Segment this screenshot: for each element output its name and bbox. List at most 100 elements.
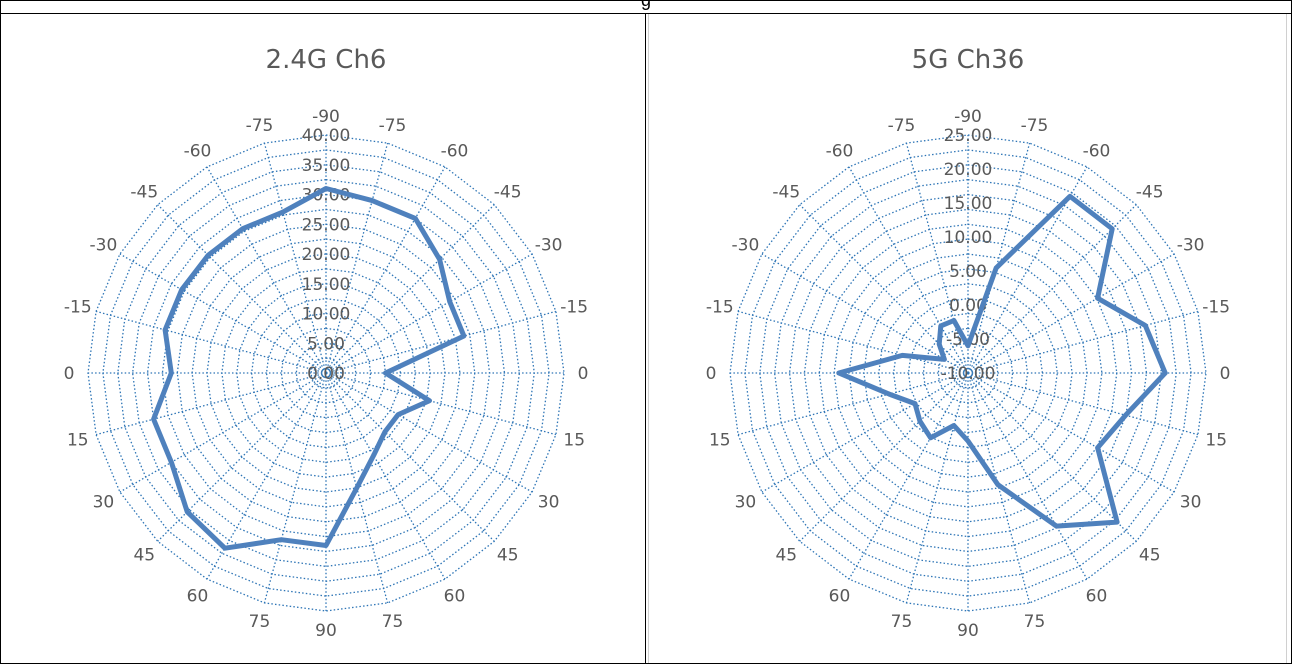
grid-spoke — [325, 204, 495, 374]
angle-tick-label: -90 — [312, 107, 340, 127]
angle-tick-label: 0 — [64, 364, 75, 384]
angle-tick-label: 75 — [382, 612, 404, 632]
angle-tick-label: -75 — [1021, 116, 1049, 136]
angle-tick-label: 45 — [133, 546, 155, 566]
angle-tick-label: 60 — [187, 587, 209, 607]
radial-tick-label: 20.00 — [302, 245, 351, 265]
radial-tick-label: 35.00 — [302, 156, 351, 176]
angle-tick-label: -15 — [64, 298, 92, 318]
chart-cell-right: 5G Ch36 -10.00 -5.00 0.00 5.00 10.00 15.00 20.0… — [646, 14, 1291, 663]
grid-spoke — [967, 166, 1088, 374]
angle-tick-label: 75 — [1024, 612, 1046, 632]
grid-spoke — [799, 372, 969, 542]
angle-tick-label: -15 — [706, 298, 734, 318]
chart-cell-left: 2.4G Ch6 0.00 5.00 10.00 15.00 20.00 25.00 30.0… — [1, 14, 646, 663]
angle-tick-label: 0 — [706, 364, 717, 384]
radial-tick-label: 0.00 — [307, 364, 345, 384]
radial-tick-label: 10.00 — [302, 305, 351, 325]
angle-tick-label: -75 — [246, 116, 274, 136]
grid-spoke — [761, 253, 969, 374]
angle-tick-label: -75 — [379, 116, 407, 136]
grid-spoke — [95, 372, 327, 436]
grid-spoke — [967, 310, 1199, 374]
angle-tick-label: 90 — [957, 621, 979, 641]
radial-tick-label: 15.00 — [302, 275, 351, 295]
angle-tick-label: 15 — [563, 431, 585, 451]
angle-tick-label: -15 — [1202, 298, 1230, 318]
radial-tick-label: 5.00 — [307, 334, 345, 354]
grid-spoke — [325, 253, 533, 374]
grid-spoke — [325, 166, 446, 374]
angle-tick-label: -15 — [560, 298, 588, 318]
table-header-label: g — [1, 1, 1291, 11]
grid-spoke — [905, 372, 969, 604]
radial-tick-label: 15.00 — [944, 194, 993, 214]
angle-tick-label: -30 — [535, 236, 563, 256]
angle-tick-label: -45 — [494, 182, 522, 202]
radial-tick-label: 25.00 — [944, 126, 993, 146]
angle-tick-label: -60 — [441, 141, 469, 161]
grid-spoke — [157, 204, 327, 374]
chart-title: 2.4G Ch6 — [266, 45, 387, 75]
angle-tick-label: 30 — [735, 493, 757, 513]
radial-tick-label: 5.00 — [949, 262, 987, 282]
radial-tick-label: -10.00 — [941, 364, 996, 384]
grid-spoke — [967, 142, 1031, 374]
grid-spoke — [967, 372, 1175, 493]
grid-spoke — [206, 372, 327, 580]
angle-tick-label: 30 — [538, 493, 560, 513]
grid-spoke — [325, 372, 533, 493]
radial-tick-label: 10.00 — [944, 228, 993, 248]
grid-spoke — [848, 372, 969, 580]
angle-tick-label: -30 — [90, 236, 118, 256]
angle-tick-label: 60 — [444, 587, 466, 607]
polar-grid — [87, 134, 565, 612]
grid-spoke — [157, 372, 327, 542]
angle-tick-label: -45 — [772, 182, 800, 202]
radial-tick-label: 25.00 — [302, 215, 351, 235]
angle-tick-label: 45 — [497, 546, 519, 566]
grid-spoke — [967, 253, 1175, 374]
angle-tick-label: -45 — [130, 182, 158, 202]
grid-spoke — [967, 372, 1199, 436]
grid-spoke — [119, 253, 327, 374]
chart-title: 5G Ch36 — [912, 45, 1025, 75]
grid-spoke — [95, 310, 327, 374]
angle-tick-label: 0 — [1220, 364, 1231, 384]
angle-tick-label: 60 — [1086, 587, 1108, 607]
angle-tick-label: 15 — [709, 431, 731, 451]
radial-tick-label: 0.00 — [949, 296, 987, 316]
grid-spoke — [848, 166, 969, 374]
radial-tick-label: 20.00 — [944, 160, 993, 180]
angle-tick-label: 30 — [1180, 493, 1202, 513]
angle-tick-label: -60 — [826, 141, 854, 161]
grid-spoke — [206, 166, 327, 374]
series-line — [151, 186, 467, 551]
grid-spoke — [905, 142, 969, 374]
grid-spoke — [737, 372, 969, 436]
grid-spoke — [967, 372, 1137, 542]
angle-tick-label: -30 — [732, 236, 760, 256]
angle-tick-label: 45 — [775, 546, 797, 566]
angle-tick-label: -30 — [1177, 236, 1205, 256]
polar-chart-24g: 2.4G Ch60.005.0010.0015.0020.0025.0030.0… — [64, 45, 589, 641]
grid-spoke — [737, 310, 969, 374]
angle-tick-label: -60 — [1083, 141, 1111, 161]
angle-tick-label: 0 — [578, 364, 589, 384]
angle-tick-label: -75 — [888, 116, 916, 136]
radial-tick-label: 40.00 — [302, 126, 351, 146]
grid-spoke — [799, 204, 969, 374]
grid-spoke — [967, 372, 1088, 580]
grid-spoke — [967, 204, 1137, 374]
grid-spoke — [325, 310, 557, 374]
grid-spoke — [119, 372, 327, 493]
angle-tick-label: 15 — [1205, 431, 1227, 451]
angle-tick-label: 45 — [1139, 546, 1161, 566]
angle-tick-label: -90 — [954, 107, 982, 127]
grid-spoke — [263, 142, 327, 374]
angle-tick-label: 75 — [249, 612, 271, 632]
grid-spoke — [325, 372, 495, 542]
polar-chart-5g: 5G Ch36-10.00-5.000.005.0010.0015.0020.0… — [706, 45, 1231, 641]
angle-tick-label: 15 — [67, 431, 89, 451]
